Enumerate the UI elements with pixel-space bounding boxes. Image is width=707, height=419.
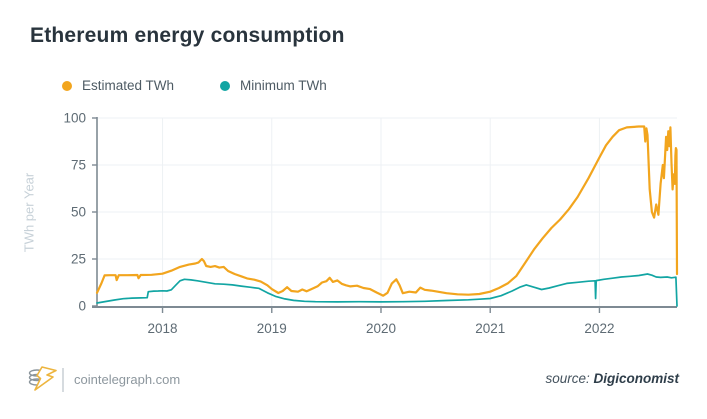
series-line-estimated	[95, 125, 679, 297]
y-tick-label: 25	[71, 252, 86, 267]
estimated-legend-dot-icon	[62, 80, 72, 91]
x-tick-label: 2022	[584, 321, 614, 336]
legend-label-minimum: Minimum TWh	[240, 78, 327, 93]
series-line-minimum	[96, 273, 678, 307]
source-name: Digiconomist	[593, 371, 679, 386]
x-tick-label: 2019	[257, 321, 287, 336]
footer-source: source: Digiconomist	[545, 371, 679, 386]
x-tick-label: 2021	[475, 321, 505, 336]
y-tick-label: 0	[78, 299, 86, 314]
legend-item-minimum: Minimum TWh	[220, 78, 327, 93]
footer-divider	[62, 368, 64, 392]
energy-consumption-chart: 0 25 50 75 100 2018 2019 2020 2021 2022	[63, 111, 679, 336]
y-tick-label: 75	[71, 158, 86, 173]
cointelegraph-logo-icon	[28, 366, 57, 391]
minimum-legend-dot-icon	[220, 80, 231, 91]
chart-legend: Estimated TWh Minimum TWh	[62, 78, 327, 93]
y-tick-label: 50	[71, 205, 86, 220]
legend-label-estimated: Estimated TWh	[82, 78, 175, 93]
legend-item-estimated: Estimated TWh	[62, 78, 174, 93]
footer-site-text: cointelegraph.com	[74, 372, 181, 387]
x-tick-label: 2018	[148, 321, 178, 336]
x-tick-label: 2020	[366, 321, 396, 336]
page-title: Ethereum energy consumption	[30, 24, 345, 47]
y-tick-label: 100	[63, 111, 86, 126]
source-label: source:	[545, 371, 590, 386]
